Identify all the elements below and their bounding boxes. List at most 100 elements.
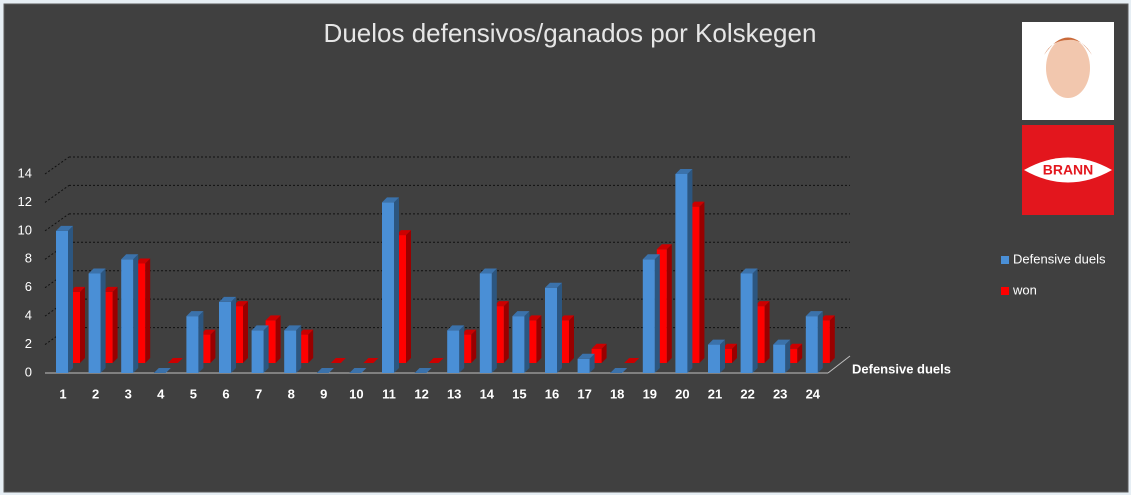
- bar-top: [493, 301, 509, 307]
- bar-side: [471, 329, 477, 363]
- y-tick-label: 4: [25, 308, 32, 323]
- bar: [88, 273, 101, 373]
- bar-top: [414, 368, 432, 373]
- bar-top: [447, 325, 465, 331]
- bar: [577, 358, 590, 373]
- x-tick-label: 9: [320, 386, 327, 401]
- x-tick-label: 20: [675, 386, 689, 401]
- bar-top: [396, 230, 411, 236]
- bar-top: [284, 325, 302, 331]
- bar-side: [296, 325, 302, 373]
- bar: [251, 330, 264, 373]
- bar: [591, 348, 602, 363]
- bar-top: [805, 311, 823, 317]
- bar-top: [512, 311, 530, 317]
- bar-top: [479, 268, 497, 274]
- bar-top: [526, 315, 542, 321]
- bar-side: [817, 311, 823, 373]
- bar: [754, 306, 765, 363]
- bar-top: [135, 258, 151, 264]
- bar-top: [559, 315, 574, 321]
- y-tick-label: 8: [25, 251, 32, 266]
- bar-side: [687, 169, 693, 373]
- bar-side: [308, 329, 314, 363]
- bar-side: [797, 343, 803, 363]
- bar-top: [265, 315, 281, 321]
- bar-side: [785, 339, 791, 373]
- bar-side: [764, 301, 770, 363]
- x-tick-label: 24: [806, 386, 821, 401]
- bar-side: [68, 225, 73, 373]
- x-tick-label: 1: [59, 386, 66, 401]
- bar-side: [589, 353, 595, 373]
- bar: [233, 306, 243, 363]
- bar: [102, 291, 113, 363]
- bar: [265, 320, 276, 363]
- x-tick-label: 17: [577, 386, 591, 401]
- player-hair: [1044, 37, 1092, 55]
- bar: [298, 334, 309, 363]
- bar-top: [722, 343, 737, 349]
- bar-top: [167, 358, 183, 363]
- bar-side: [829, 315, 835, 363]
- x-tick-label: 5: [190, 386, 197, 401]
- bar-side: [601, 343, 607, 363]
- bar: [526, 320, 537, 363]
- bar-top: [754, 301, 770, 307]
- player-face: [1046, 38, 1090, 98]
- bar: [70, 291, 80, 363]
- y-tick-label: 12: [18, 194, 32, 209]
- bar-top: [102, 286, 118, 292]
- bar-side: [459, 325, 465, 373]
- bar: [461, 334, 472, 363]
- bar: [186, 316, 199, 373]
- chart-background: [3, 3, 1129, 493]
- bar-side: [752, 268, 758, 373]
- bar-side: [394, 197, 399, 373]
- bar-top: [200, 329, 216, 335]
- bar-side: [557, 282, 562, 373]
- bar-top: [186, 311, 204, 317]
- x-tick-label: 22: [740, 386, 754, 401]
- x-tick-label: 11: [382, 386, 396, 401]
- x-tick-label: 16: [545, 386, 559, 401]
- bar-top: [349, 368, 367, 373]
- x-tick-label: 12: [414, 386, 428, 401]
- x-tick-label: 15: [512, 386, 526, 401]
- bar-top: [382, 197, 399, 203]
- bar-side: [80, 286, 85, 363]
- bar: [219, 301, 231, 373]
- bar: [200, 334, 211, 363]
- bar-side: [524, 311, 530, 373]
- bar-side: [275, 315, 281, 363]
- bar-top: [675, 169, 693, 174]
- depth-axis-label: Defensive duels: [852, 361, 951, 376]
- bar-side: [720, 339, 725, 373]
- bar-side: [569, 315, 574, 363]
- bar: [135, 263, 146, 363]
- bar-top: [656, 244, 672, 250]
- bar-side: [491, 268, 497, 373]
- floor-diagonal: [827, 355, 851, 374]
- bar: [740, 273, 753, 373]
- bar-top: [56, 225, 73, 231]
- x-tick-label: 21: [708, 386, 722, 401]
- y-tick-label: 14: [18, 165, 32, 180]
- bar-top: [316, 368, 334, 373]
- bar: [787, 348, 798, 363]
- bar: [512, 316, 525, 373]
- bar: [773, 344, 786, 373]
- logo-text: BRANN: [1043, 162, 1094, 178]
- bar-top: [121, 254, 139, 260]
- bar-top: [330, 358, 346, 363]
- bar-top: [461, 329, 477, 335]
- bar: [689, 206, 700, 363]
- bar-top: [219, 296, 236, 302]
- x-tick-label: 2: [92, 386, 99, 401]
- bar-top: [251, 325, 269, 331]
- x-tick-label: 6: [222, 386, 229, 401]
- bar-side: [145, 258, 151, 363]
- bar-top: [773, 339, 791, 345]
- bar-side: [732, 343, 737, 363]
- bar: [675, 174, 688, 373]
